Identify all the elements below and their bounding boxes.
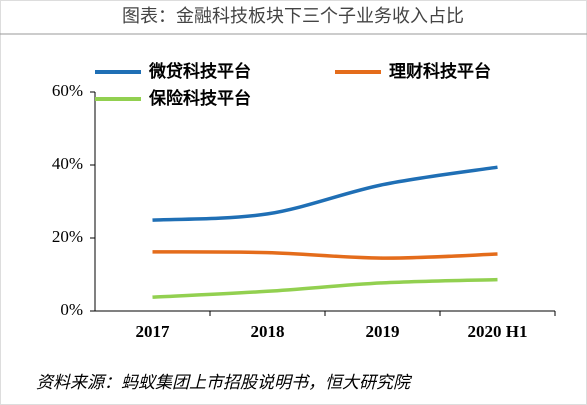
y-tick-label: 20% — [52, 227, 83, 246]
legend-label: 保险科技平台 — [148, 88, 251, 109]
y-tick-label: 0% — [60, 300, 83, 319]
source-note: 资料来源：蚂蚁集团上市招股说明书，恒大研究院 — [36, 373, 413, 393]
x-tick-label: 2017 — [136, 322, 171, 341]
chart-title: 图表：金融科技板块下三个子业务收入占比 — [122, 6, 464, 27]
x-tick-label: 2020 H1 — [468, 322, 528, 341]
series-line — [152, 165, 498, 222]
series-line — [152, 250, 498, 260]
legend-label: 理财科技平台 — [389, 61, 491, 82]
x-tick-label: 2018 — [251, 322, 285, 341]
y-tick-label: 40% — [52, 154, 83, 173]
series-line — [152, 277, 498, 299]
legend-label: 微贷科技平台 — [148, 61, 251, 82]
y-tick-label: 60% — [52, 81, 83, 100]
x-tick-label: 2019 — [366, 322, 400, 341]
